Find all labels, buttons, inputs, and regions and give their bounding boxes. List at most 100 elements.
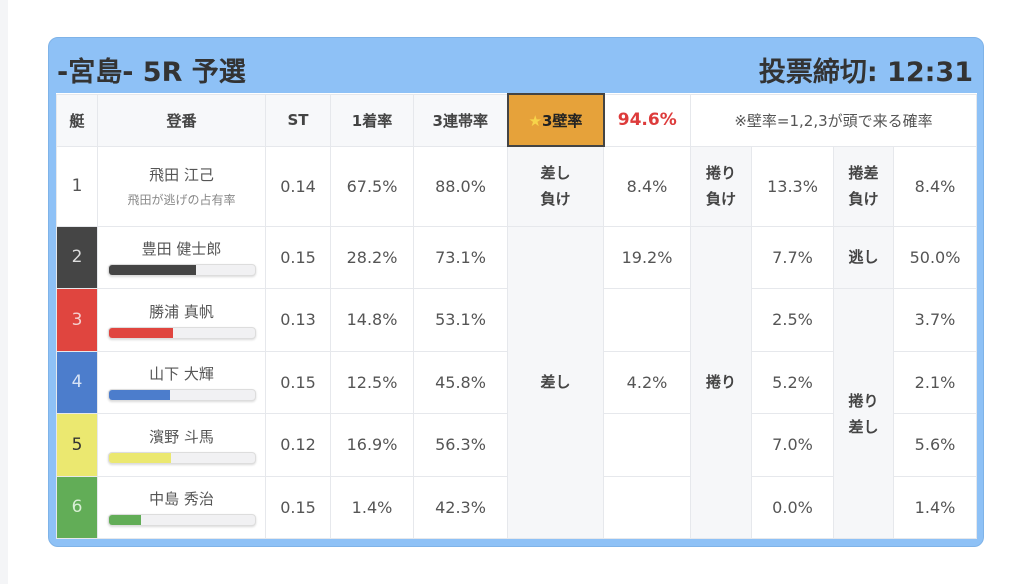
- boat-number: 5: [56, 413, 98, 477]
- st-value: 0.14: [265, 145, 331, 227]
- page-edge: [0, 0, 8, 584]
- col-boat: 艇: [56, 93, 98, 147]
- table-row: 6 中島 秀治 0.15 1.4% 42.3% 0.0% 1.4%: [56, 475, 977, 539]
- rate-bar-fill: [108, 327, 173, 338]
- st-value: 0.13: [265, 288, 331, 352]
- racer-name: 豊田 健士郎: [141, 240, 222, 259]
- st-value: 0.15: [265, 475, 331, 539]
- makurisashi-rate: 8.4%: [893, 145, 977, 227]
- label-line: 逃し: [848, 248, 879, 267]
- racer-name: 中島 秀治: [149, 490, 214, 509]
- label-line: 捲り: [705, 164, 736, 182]
- racer-name: 山下 大輝: [149, 365, 214, 384]
- table-row: 2 豊田 健士郎 0.15 28.2% 73.1% 差し 19.2% 捲り 7.7% 逃し 50.0…: [56, 225, 977, 539]
- makurisashi-rate: 5.6%: [893, 413, 977, 477]
- race-table: 艇 登番 ST 1着率 3連帯率 ★3壁率 94.6% ※壁率=1,2,3が頭で…: [56, 93, 977, 539]
- pattern-label: 捲り 負け: [690, 145, 752, 227]
- win-rate: 28.2%: [330, 225, 414, 289]
- racer-name: 飛田 江己: [149, 166, 214, 184]
- label-line: 捲り: [705, 373, 736, 392]
- racer-cell[interactable]: 山下 大輝: [97, 350, 266, 414]
- racer-name: 濱野 斗馬: [149, 427, 214, 446]
- makuri-rate: 5.2%: [751, 350, 834, 414]
- win-rate: 1.4%: [330, 475, 414, 539]
- boat-number: 1: [56, 145, 98, 227]
- boat-number: 2: [56, 225, 98, 289]
- sashi-rate: 19.2%: [603, 225, 691, 289]
- racer-cell[interactable]: 勝浦 真帆: [97, 288, 266, 352]
- racer-cell[interactable]: 豊田 健士郎: [97, 225, 266, 289]
- pattern-label: 逃し: [833, 225, 894, 289]
- wall-value: 94.6%: [603, 93, 691, 147]
- table-row: 1 飛田 江己 飛田が逃げの占有率 0.14 67.5% 88.0% 差し 負け 8.4% 捲り負…: [56, 145, 977, 227]
- pattern-label: 差し: [507, 225, 604, 539]
- pattern-label: 捲差 負け: [833, 145, 894, 227]
- win-rate: 67.5%: [330, 145, 414, 227]
- rate-bar: [107, 514, 256, 527]
- col-win: 1着率: [330, 93, 414, 147]
- pattern-label: 捲り 差し: [833, 288, 894, 539]
- col-wall: ★3壁率: [506, 93, 605, 147]
- win-rate: 16.9%: [330, 413, 414, 477]
- st-value: 0.12: [265, 413, 331, 477]
- label-line: 負け: [848, 190, 879, 208]
- label-line: 差し: [848, 417, 879, 436]
- table-row: 4 山下 大輝 0.15 12.5% 45.8% 4.2% 5.2% 2.1%: [56, 350, 977, 414]
- pattern-label: 捲り: [690, 225, 752, 539]
- label-line: 負け: [540, 190, 571, 209]
- boat-number: 6: [56, 475, 98, 539]
- label-line: 差し: [540, 164, 571, 183]
- rate-bar-fill: [108, 265, 197, 276]
- race-header: -宮島- 5R 予選 投票締切: 12:31: [49, 38, 983, 94]
- makurisashi-rate: 50.0%: [893, 225, 977, 289]
- st-value: 0.15: [265, 350, 331, 414]
- racer-note: 飛田が逃げの占有率: [127, 193, 236, 207]
- rate-bar: [107, 326, 256, 339]
- star-icon: ★: [528, 111, 542, 130]
- pattern-label: 差し 負け: [507, 145, 604, 227]
- racer-name: 勝浦 真帆: [149, 302, 214, 321]
- sashi-rate: [603, 288, 691, 352]
- top3-rate: 56.3%: [413, 413, 508, 477]
- col-id: 登番: [97, 93, 266, 147]
- makuri-rate: 0.0%: [751, 475, 834, 539]
- boat-number: 3: [56, 288, 98, 352]
- wall-label: 3壁率: [542, 111, 583, 130]
- racer-cell[interactable]: 濱野 斗馬: [97, 413, 266, 477]
- rate-bar: [107, 451, 256, 464]
- race-card: -宮島- 5R 予選 投票締切: 12:31 艇 登番 ST 1着率 3連帯率 …: [48, 37, 984, 547]
- top3-rate: 45.8%: [413, 350, 508, 414]
- col-top3: 3連帯率: [413, 93, 508, 147]
- makurisashi-rate: 1.4%: [893, 475, 977, 539]
- makuri-rate: 13.3%: [751, 145, 834, 227]
- table-header-row: 艇 登番 ST 1着率 3連帯率 ★3壁率 94.6% ※壁率=1,2,3が頭で…: [56, 93, 977, 147]
- rate-bar: [107, 389, 256, 402]
- wall-note: ※壁率=1,2,3が頭で来る確率: [690, 93, 977, 147]
- makuri-rate: 7.0%: [751, 413, 834, 477]
- sashi-rate: [603, 413, 691, 477]
- top3-rate: 42.3%: [413, 475, 508, 539]
- racer-cell[interactable]: 中島 秀治: [97, 475, 266, 539]
- top3-rate: 53.1%: [413, 288, 508, 352]
- table-row: 3 勝浦 真帆 0.13 14.8% 53.1% 2.5% 捲り 差し 3.7%: [56, 288, 977, 539]
- st-value: 0.15: [265, 225, 331, 289]
- rate-bar-fill: [108, 452, 172, 463]
- label-line: 負け: [705, 190, 736, 208]
- vote-deadline: 投票締切: 12:31: [758, 57, 973, 88]
- label-line: 捲差: [848, 164, 879, 182]
- rate-bar: [107, 264, 256, 277]
- race-title: -宮島- 5R 予選: [57, 57, 246, 88]
- makurisashi-rate: 3.7%: [893, 288, 977, 352]
- sashi-rate: 4.2%: [603, 350, 691, 414]
- win-rate: 14.8%: [330, 288, 414, 352]
- table-row: 5 濱野 斗馬 0.12 16.9% 56.3% 7.0% 5.6%: [56, 413, 977, 477]
- top3-rate: 73.1%: [413, 225, 508, 289]
- makuri-rate: 2.5%: [751, 288, 834, 352]
- makurisashi-rate: 2.1%: [893, 350, 977, 414]
- racer-cell[interactable]: 飛田 江己飛田が逃げの占有率: [97, 145, 266, 227]
- label-line: 捲り: [848, 391, 879, 410]
- label-line: 差し: [540, 373, 571, 392]
- rate-bar-fill: [108, 390, 170, 401]
- col-st: ST: [265, 93, 331, 147]
- top3-rate: 88.0%: [413, 145, 508, 227]
